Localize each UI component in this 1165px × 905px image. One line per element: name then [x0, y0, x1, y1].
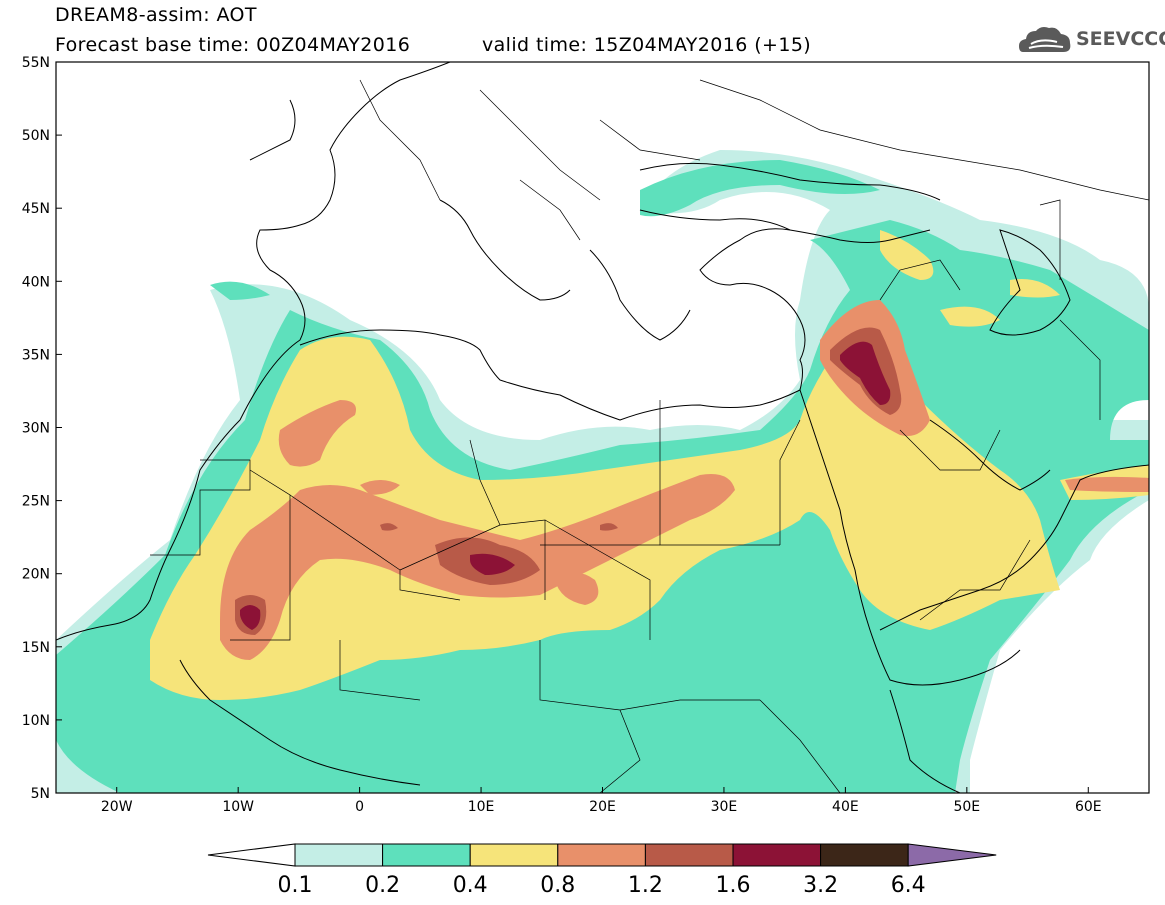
lat-label: 40N [22, 274, 50, 290]
colorbar-level-label: 1.6 [716, 873, 751, 898]
logo-text: SEEVCCC [1076, 28, 1165, 50]
colorbar-box [294, 843, 384, 867]
lon-label: 60E [1075, 799, 1102, 815]
colorbar-level-label: 0.1 [278, 873, 313, 898]
colorbar-level-label: 1.2 [628, 873, 663, 898]
lon-label: 10W [222, 799, 254, 815]
lat-label: 5N [31, 786, 50, 802]
map-title: DREAM8-assim: AOT [55, 4, 257, 26]
aot-band-1.6 [240, 341, 891, 630]
colorbar-level-label: 0.8 [540, 873, 575, 898]
coastlines [56, 62, 1149, 793]
colorbar-level-label: 3.2 [803, 873, 838, 898]
lon-label: 40E [832, 799, 859, 815]
colorbar-box [644, 843, 734, 867]
colorbar-box [557, 843, 646, 867]
colorbar-box [820, 843, 909, 867]
colorbar-box [732, 843, 822, 867]
lon-label: 0 [355, 799, 364, 815]
colorbar-level-label: 0.4 [453, 873, 488, 898]
lat-label: 15N [22, 640, 50, 656]
country-borders [150, 79, 1149, 793]
lat-label: 25N [22, 494, 50, 510]
lat-label: 45N [22, 201, 50, 217]
colorbar-over-triangle [907, 843, 997, 867]
lat-label: 35N [22, 347, 50, 363]
lon-label: 20E [589, 799, 616, 815]
lon-label: 10E [468, 799, 495, 815]
latitude-labels: 55N 50N 45N 40N 35N 30N 25N 20N 15N 10N 5N [22, 55, 62, 802]
lon-label: 20W [101, 799, 133, 815]
lat-label: 55N [22, 55, 50, 71]
valid-time: valid time: 15Z04MAY2016 (+15) [482, 34, 812, 56]
lat-label: 20N [22, 567, 50, 583]
lat-label: 50N [22, 128, 50, 144]
colorbar-box [382, 843, 471, 867]
colorbar-under-triangle [207, 843, 296, 867]
colorbar-level-label: 6.4 [891, 873, 926, 898]
lon-label: 50E [953, 799, 980, 815]
colorbar-level-label: 0.2 [365, 873, 400, 898]
lat-label: 30N [22, 421, 50, 437]
forecast-base-time: Forecast base time: 00Z04MAY2016 [55, 34, 411, 56]
longitude-labels: 20W 10W 0 10E 20E 30E 40E 50E 60E [101, 787, 1102, 815]
lon-label: 30E [711, 799, 738, 815]
colorbar-box [469, 843, 559, 867]
cloud-icon [1019, 27, 1071, 52]
lat-label: 10N [22, 713, 50, 729]
